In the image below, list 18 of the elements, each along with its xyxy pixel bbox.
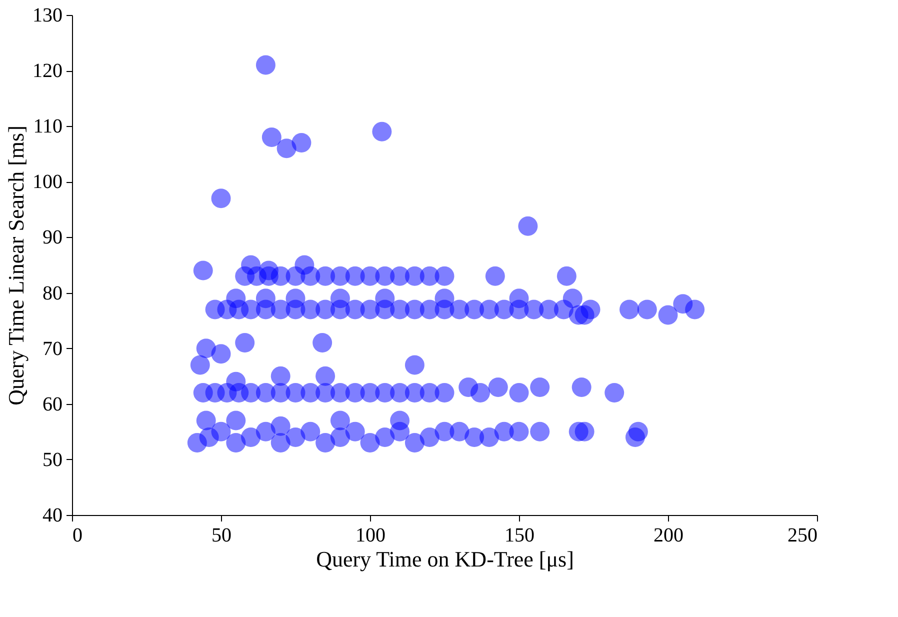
y-tick-label: 90 [42, 226, 62, 249]
y-tick-label: 60 [42, 393, 62, 416]
y-tick-label: 130 [32, 4, 62, 26]
x-tick-label: 250 [788, 524, 818, 546]
x-tick-label: 100 [356, 524, 386, 546]
y-tick-label: 120 [32, 60, 62, 82]
y-tick-label: 40 [42, 504, 62, 526]
x-tick-label: 200 [654, 524, 684, 546]
x-axis-title: Query Time on KD-Tree [μs] [316, 546, 574, 572]
y-tick-label: 110 [33, 116, 62, 138]
y-tick-label: 100 [32, 171, 62, 194]
x-tick-label: 50 [212, 524, 232, 546]
y-tick-label: 80 [42, 282, 62, 304]
y-tick-label: 70 [42, 338, 62, 360]
y-axis-title: Query Time Linear Search [ms] [4, 126, 28, 406]
y-tick-label: 50 [42, 448, 62, 471]
x-tick-label: 150 [504, 524, 534, 546]
x-tick-label: 0 [72, 524, 82, 546]
